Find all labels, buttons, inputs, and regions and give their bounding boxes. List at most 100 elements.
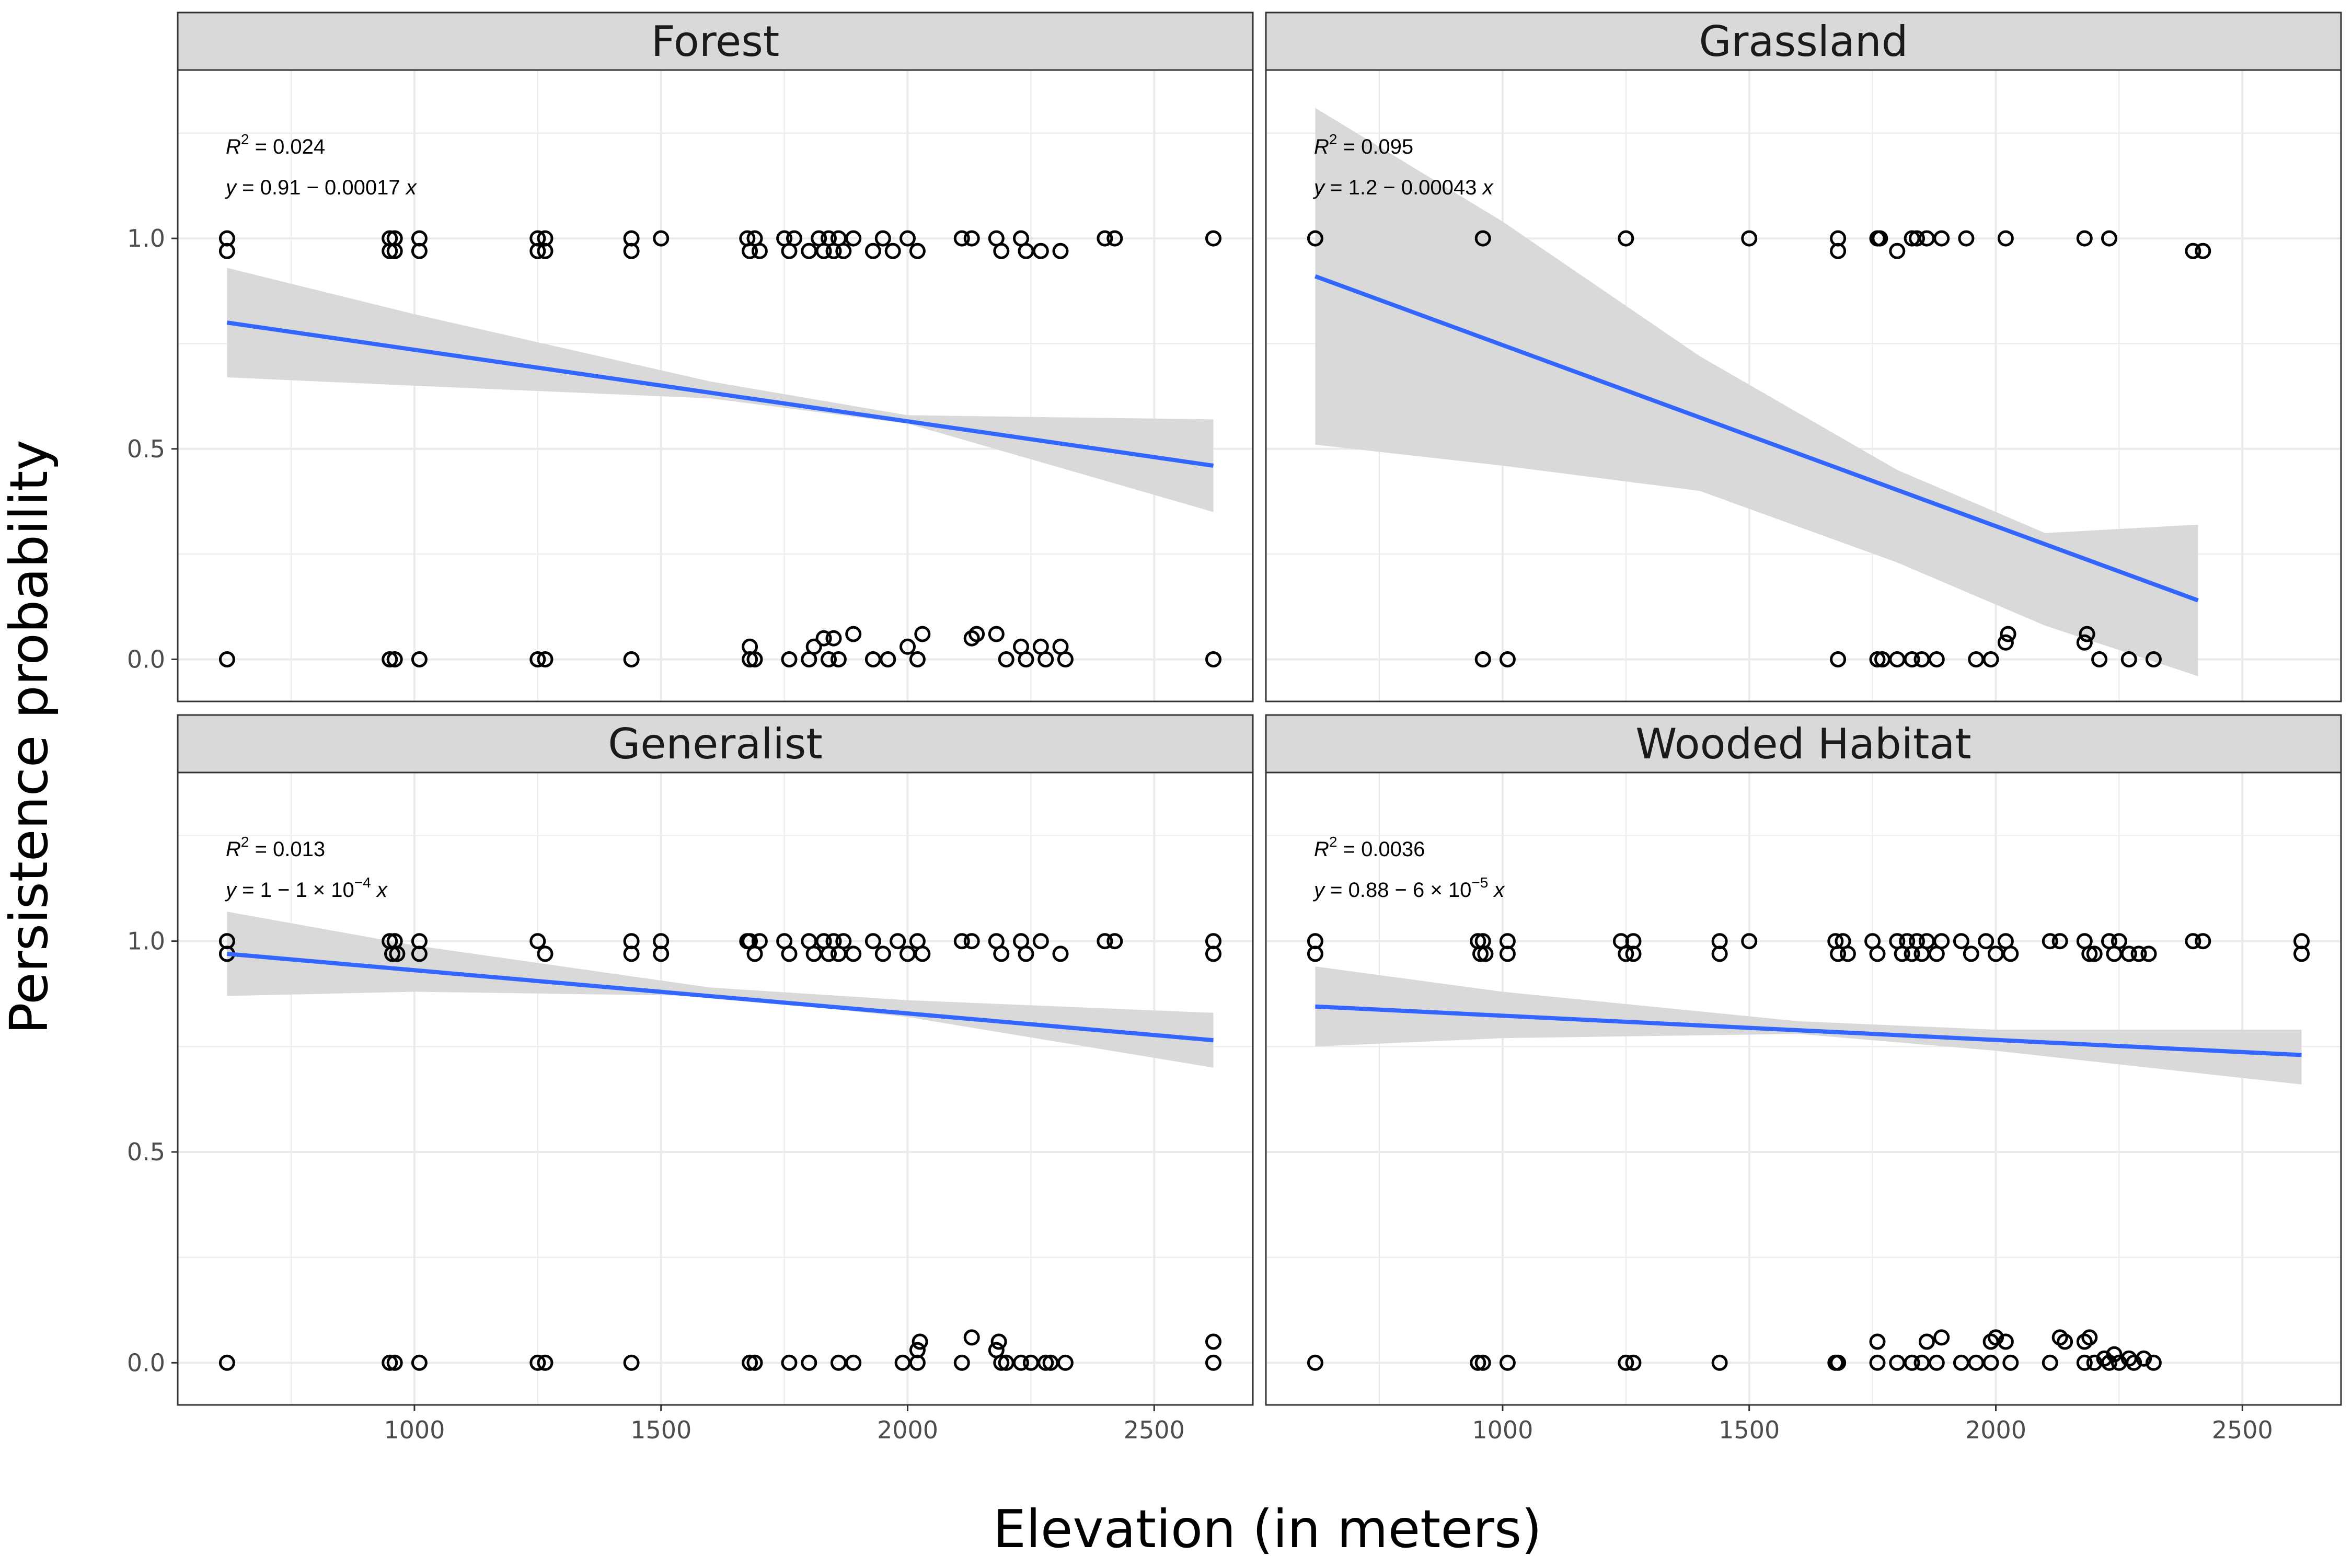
data-point <box>1625 946 1642 962</box>
data-point <box>537 1354 554 1371</box>
regression-line <box>226 320 1214 468</box>
y-axis-title: Persistence probability <box>0 440 60 1034</box>
data-point <box>1953 933 1969 950</box>
data-point <box>2195 933 2211 950</box>
data-point <box>411 243 428 259</box>
panel-border <box>1265 69 2342 702</box>
data-point <box>1928 1354 1945 1371</box>
regression-equation: y = 0.88 − 6 × 10−5 x <box>1312 874 1505 902</box>
data-point <box>969 626 985 642</box>
data-point <box>1618 1354 1634 1371</box>
data-point <box>1106 230 1123 247</box>
data-point <box>805 638 822 655</box>
data-point <box>781 946 798 962</box>
data-point <box>382 1354 398 1371</box>
data-point <box>1869 651 1886 667</box>
data-point <box>529 933 546 950</box>
data-point <box>821 651 837 667</box>
data-point <box>218 1354 235 1371</box>
data-point <box>1618 230 1634 247</box>
data-point <box>835 243 852 259</box>
x-tick-label: 1000 <box>384 1416 445 1444</box>
data-point <box>1830 243 1847 259</box>
data-point <box>1037 651 1054 667</box>
data-point <box>2076 230 2093 247</box>
data-point <box>845 626 862 642</box>
data-point <box>1205 1354 1221 1371</box>
data-point <box>2106 1346 2123 1363</box>
data-point <box>2126 1354 2142 1371</box>
data-point <box>1711 1354 1728 1371</box>
regression-equation: y = 1 − 1 × 10−4 x <box>224 874 388 902</box>
x-tick-label: 1000 <box>1472 1416 1533 1444</box>
facet-title: Wooded Habitat <box>1635 720 1971 768</box>
data-point <box>830 651 847 667</box>
data-point <box>2000 626 2016 642</box>
data-point <box>537 946 554 962</box>
data-point <box>890 933 906 950</box>
regression-line <box>227 951 1214 1043</box>
data-point <box>386 1354 403 1371</box>
data-point <box>529 651 546 667</box>
x-tick-label: 2000 <box>877 1416 938 1444</box>
data-point <box>529 1354 546 1371</box>
data-point <box>2076 634 2093 651</box>
data-point <box>1978 933 1994 950</box>
x-tick-label: 2500 <box>1124 1416 1185 1444</box>
r-squared-label: R2 = 0.024 <box>226 131 325 158</box>
data-point <box>1928 651 1945 667</box>
panel-wooded-habitat: Wooded Habitat R2 = 0.0036 y = 0.88 − 6 × … <box>1265 714 2342 1444</box>
data-point <box>2081 946 2098 962</box>
data-point <box>1997 1333 2014 1350</box>
data-point <box>953 1354 970 1371</box>
x-axis-title: Elevation (in meters) <box>993 1498 1542 1560</box>
data-point <box>2293 946 2310 962</box>
data-point <box>1470 1354 1486 1371</box>
data-point <box>801 1354 817 1371</box>
data-point <box>900 638 916 655</box>
data-point <box>1982 651 1999 667</box>
r-squared-label: R2 = 0.013 <box>226 834 325 861</box>
data-point <box>623 1354 640 1371</box>
data-point <box>2051 933 2068 950</box>
data-point <box>998 651 1014 667</box>
data-point <box>909 243 926 259</box>
data-point <box>1904 1354 1920 1371</box>
data-point <box>2002 946 2019 962</box>
data-point <box>2042 1354 2058 1371</box>
panel-grassland: Grassland R2 = 0.095 y = 1.2 − 0.00043 x <box>1265 11 2342 702</box>
data-point <box>1963 946 1979 962</box>
data-point <box>1872 230 1888 247</box>
facet-strip <box>1265 11 2342 71</box>
data-point <box>411 946 428 962</box>
data-point <box>845 1354 862 1371</box>
regression-equation: y = 1.2 − 0.00043 x <box>1312 176 1494 199</box>
data-point <box>1205 230 1221 247</box>
data-point <box>825 630 842 647</box>
x-tick-label: 2000 <box>1965 1416 2026 1444</box>
data-point <box>1307 946 1323 962</box>
confidence-ribbon <box>1315 108 2198 676</box>
regression-equation: y = 0.91 − 0.00017 x <box>224 176 418 199</box>
data-point <box>963 933 980 950</box>
data-point <box>1839 946 1856 962</box>
regression-line <box>1315 1004 2302 1057</box>
data-point <box>2101 230 2117 247</box>
data-point <box>2185 933 2201 950</box>
data-point <box>386 651 403 667</box>
data-point <box>1869 1354 1886 1371</box>
data-point <box>1032 243 1049 259</box>
facet-title: Generalist <box>608 720 823 768</box>
data-point <box>2079 626 2095 642</box>
data-point <box>1018 946 1034 962</box>
data-point <box>1037 1354 1054 1371</box>
data-point <box>880 651 896 667</box>
y-tick-label: 0.5 <box>127 1138 165 1166</box>
data-point <box>218 651 235 667</box>
panel-border <box>177 771 1254 1406</box>
data-point <box>781 1354 798 1371</box>
data-point <box>2091 651 2108 667</box>
data-point <box>2185 243 2201 259</box>
x-tick-label: 2500 <box>2212 1416 2273 1444</box>
